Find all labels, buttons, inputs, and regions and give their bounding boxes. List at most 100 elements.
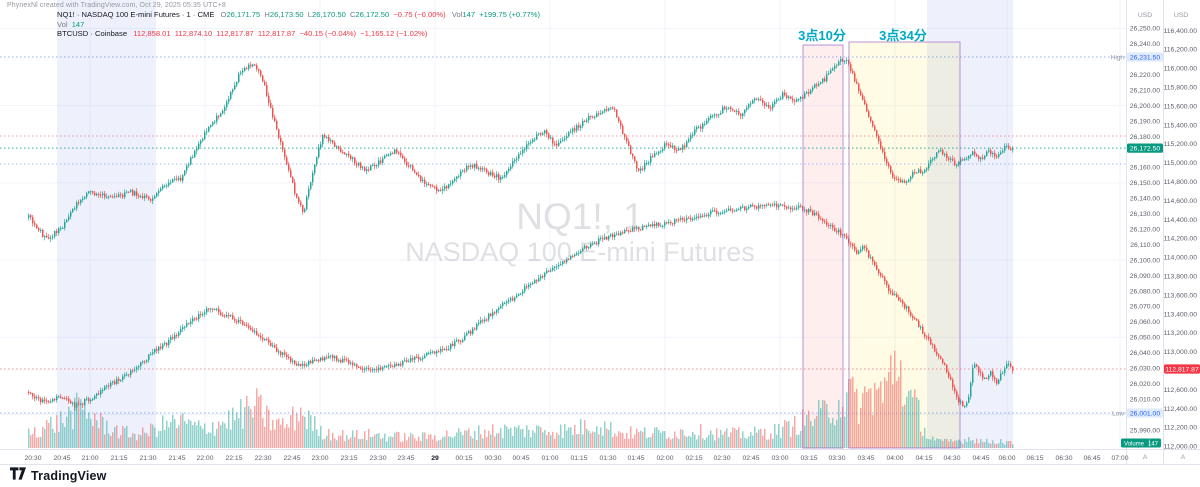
- btc-change-day: −1,165.12 (−1.02%): [360, 29, 428, 38]
- svg-text:26,080.00: 26,080.00: [1130, 288, 1160, 295]
- volume-label: Vol: [57, 20, 68, 29]
- btc-low: 112,817.87: [216, 29, 254, 38]
- session-change: +199.75 (+0.77%): [479, 10, 540, 19]
- annotation-3-10[interactable]: 3点10分: [798, 28, 846, 43]
- tradingview-brand-text: TradingView: [31, 469, 107, 483]
- btc-high: 112,874.10: [174, 29, 213, 38]
- svg-text:116,000.00: 116,000.00: [1163, 66, 1197, 73]
- symbol-title: NQ1! · NASDAQ 100 E-mini Futures · 1 · C…: [57, 10, 215, 19]
- svg-text:USD: USD: [1138, 12, 1152, 19]
- price-axis-nq[interactable]: USD 26,250.00 26,240.00 26,220.00 26,210.00 2…: [1130, 12, 1160, 461]
- svg-text:112,400.00: 112,400.00: [1163, 406, 1197, 413]
- svg-text:06:00: 06:00: [998, 455, 1015, 462]
- svg-text:High: High: [1111, 54, 1125, 61]
- svg-text:115,600.00: 115,600.00: [1163, 103, 1197, 110]
- legend-row-volume[interactable]: Vol 147: [57, 21, 84, 29]
- legend-row-symbol[interactable]: NQ1! · NASDAQ 100 E-mini Futures · 1 · C…: [57, 11, 540, 19]
- svg-text:26,030.00: 26,030.00: [1130, 365, 1160, 372]
- svg-text:113,000.00: 113,000.00: [1163, 349, 1197, 356]
- ohlc-open-label: O: [220, 10, 227, 19]
- svg-text:112,600.00: 112,600.00: [1163, 387, 1197, 394]
- bar-change: −0.75 (−0.00%): [393, 10, 446, 19]
- svg-text:20:30: 20:30: [24, 455, 41, 462]
- auto-scale-button-nq[interactable]: A: [1143, 454, 1148, 461]
- price-axis-btc[interactable]: USD 116,400.00 116,200.00 116,000.00 115,800…: [1163, 12, 1197, 461]
- svg-text:21:30: 21:30: [139, 455, 156, 462]
- svg-text:21:45: 21:45: [168, 455, 185, 462]
- svg-text:26,100.00: 26,100.00: [1130, 257, 1160, 264]
- svg-text:03:45: 03:45: [857, 455, 874, 462]
- svg-text:22:15: 22:15: [225, 455, 242, 462]
- svg-text:03:00: 03:00: [771, 455, 788, 462]
- svg-text:06:15: 06:15: [1026, 455, 1043, 462]
- btc-title: BTCUSD · Coinbase: [57, 29, 128, 38]
- svg-text:26,140.00: 26,140.00: [1130, 196, 1160, 203]
- svg-text:03:15: 03:15: [800, 455, 817, 462]
- svg-text:113,800.00: 113,800.00: [1163, 273, 1197, 280]
- svg-text:00:15: 00:15: [455, 455, 472, 462]
- highlight-box-borders[interactable]: [802, 41, 961, 449]
- ohlc-high-label: H: [264, 10, 270, 19]
- annotation-3-34[interactable]: 3点34分: [879, 28, 927, 43]
- price-badges: High 26,231.50 Low 26,001.00 26,172.50 112,81…: [1111, 52, 1200, 448]
- svg-text:04:15: 04:15: [915, 455, 932, 462]
- svg-text:22:45: 22:45: [283, 455, 300, 462]
- svg-text:116,400.00: 116,400.00: [1163, 28, 1197, 35]
- session-highlight-bands: [57, 0, 1013, 448]
- svg-text:23:45: 23:45: [397, 455, 414, 462]
- svg-text:04:00: 04:00: [886, 455, 903, 462]
- svg-text:26,200.00: 26,200.00: [1130, 103, 1160, 110]
- svg-text:25,990.00: 25,990.00: [1130, 427, 1160, 434]
- svg-text:114,200.00: 114,200.00: [1163, 236, 1197, 243]
- candles-nq: [28, 56, 1014, 243]
- svg-text:02:15: 02:15: [685, 455, 702, 462]
- svg-text:26,231.50: 26,231.50: [1130, 54, 1160, 61]
- svg-text:Low: Low: [1112, 410, 1124, 417]
- svg-text:22:00: 22:00: [196, 455, 213, 462]
- auto-scale-button-btc[interactable]: A: [1181, 454, 1186, 461]
- svg-text:02:00: 02:00: [656, 455, 673, 462]
- btc-close: 112,817.87: [257, 29, 296, 38]
- svg-text:113,200.00: 113,200.00: [1163, 330, 1197, 337]
- svg-text:22:30: 22:30: [254, 455, 271, 462]
- highlight-box-fills: [803, 42, 960, 448]
- tradingview-footer[interactable]: TradingView: [10, 467, 107, 485]
- svg-text:21:00: 21:00: [81, 455, 98, 462]
- svg-text:26,110.00: 26,110.00: [1130, 242, 1160, 249]
- svg-text:112,817.87: 112,817.87: [1165, 366, 1199, 373]
- svg-text:01:45: 01:45: [627, 455, 644, 462]
- svg-text:116,200.00: 116,200.00: [1163, 47, 1197, 54]
- svg-text:04:30: 04:30: [943, 455, 960, 462]
- svg-text:26,130.00: 26,130.00: [1130, 211, 1160, 218]
- svg-text:26,060.00: 26,060.00: [1130, 319, 1160, 326]
- ohlc-open-value: 26,171.75: [226, 10, 261, 19]
- volume-bars: [28, 350, 1014, 448]
- svg-text:26,150.00: 26,150.00: [1130, 180, 1160, 187]
- svg-text:115,800.00: 115,800.00: [1163, 84, 1197, 91]
- svg-text:06:30: 06:30: [1055, 455, 1072, 462]
- svg-text:USD: USD: [1174, 12, 1188, 19]
- svg-text:26,220.00: 26,220.00: [1130, 72, 1160, 79]
- svg-text:26,240.00: 26,240.00: [1130, 41, 1160, 48]
- ohlc-close-label: C: [349, 10, 356, 19]
- svg-text:26,020.00: 26,020.00: [1130, 381, 1160, 388]
- svg-text:20:45: 20:45: [53, 455, 70, 462]
- svg-text:113,600.00: 113,600.00: [1163, 292, 1197, 299]
- ohlc-low-value: 26,170.50: [312, 10, 346, 19]
- svg-text:114,000.00: 114,000.00: [1163, 255, 1197, 262]
- svg-text:114,600.00: 114,600.00: [1163, 198, 1197, 205]
- vol-inline-value: 147: [462, 10, 476, 19]
- svg-text:07:00: 07:00: [1111, 455, 1128, 462]
- svg-text:115,400.00: 115,400.00: [1163, 122, 1197, 129]
- vol-inline-label: Vol: [451, 10, 463, 19]
- legend-row-btcusd[interactable]: BTCUSD · Coinbase 112,858.01 112,874.10 …: [57, 30, 427, 38]
- svg-text:26,010.00: 26,010.00: [1130, 396, 1160, 403]
- svg-text:112,200.00: 112,200.00: [1163, 425, 1197, 432]
- svg-text:29: 29: [431, 455, 439, 462]
- svg-text:01:00: 01:00: [541, 455, 558, 462]
- svg-text:26,190.00: 26,190.00: [1130, 118, 1160, 125]
- time-axis[interactable]: 20:30 20:45 21:00 21:15 21:30 21:45 22:00 22:15…: [24, 455, 1128, 462]
